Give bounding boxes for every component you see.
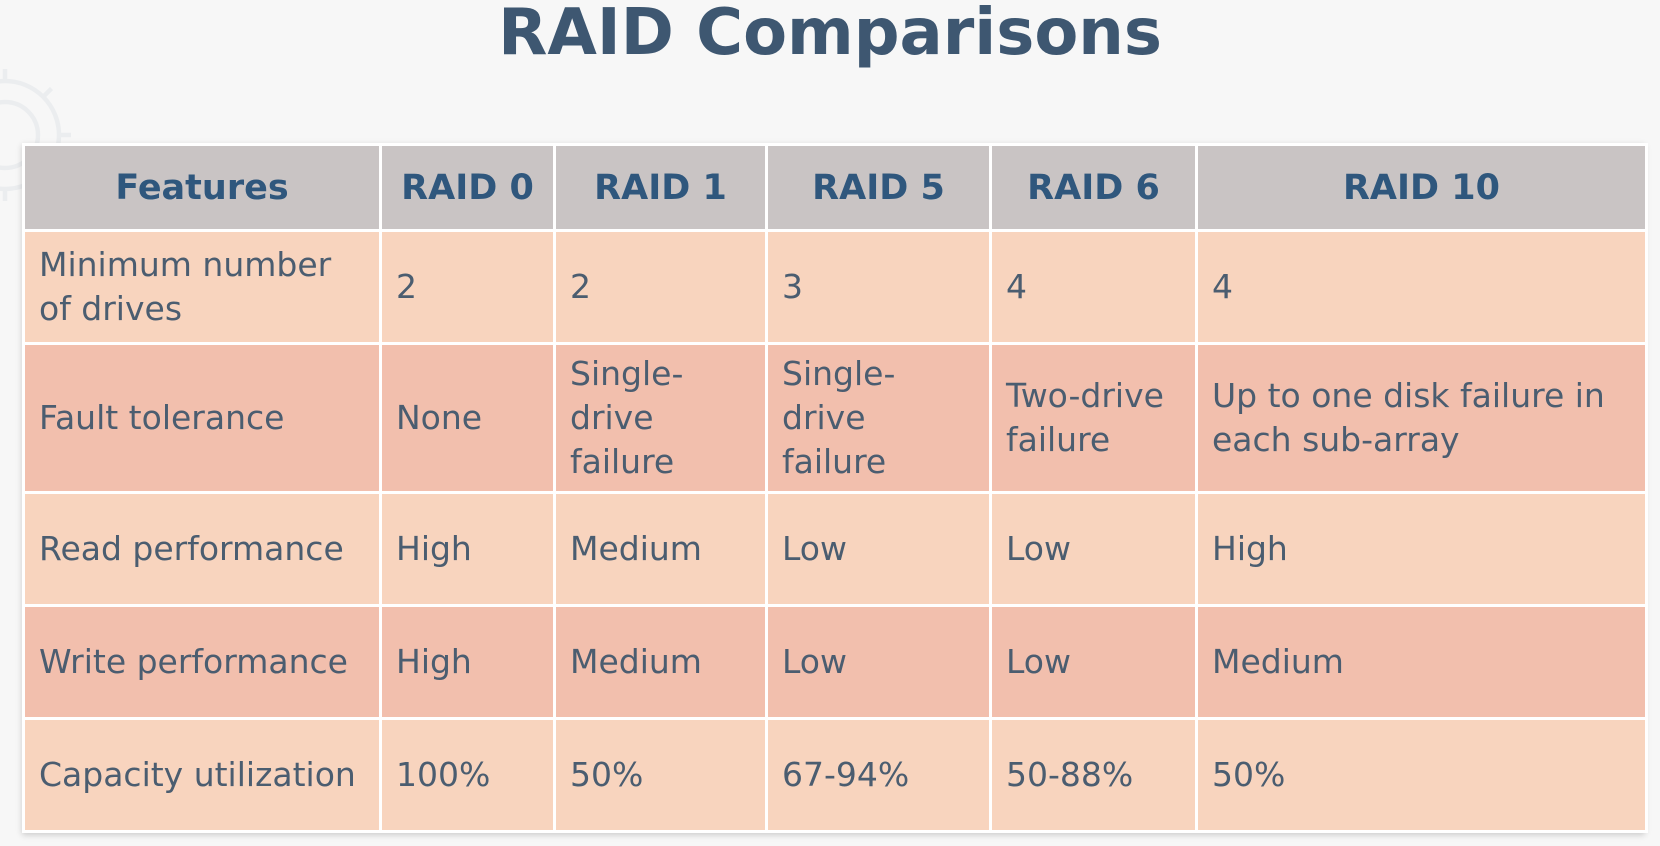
table-cell: 50% (1195, 716, 1648, 834)
table-cell: 67-94% (765, 716, 992, 834)
table-header-row: Features RAID 0 RAID 1 RAID 5 RAID 6 RAI… (22, 143, 1648, 232)
table-cell: 100% (379, 716, 556, 834)
table-cell: None (379, 342, 556, 494)
row-label: Capacity utilization (22, 716, 382, 834)
table-cell: Low (989, 603, 1198, 720)
table-cell: Low (765, 490, 992, 607)
row-label: Fault tolerance (22, 342, 382, 494)
table-cell: Medium (1195, 603, 1648, 720)
table-cell: High (379, 490, 556, 607)
table-cell: 50-88% (989, 716, 1198, 834)
row-label: Minimum number of drives (22, 228, 382, 346)
header-raid-10: RAID 10 (1195, 143, 1648, 232)
row-label: Read performance (22, 490, 382, 607)
row-label: Write performance (22, 603, 382, 720)
table-cell: Low (765, 603, 992, 720)
table-cell: Medium (553, 490, 768, 607)
header-raid-5: RAID 5 (765, 143, 992, 232)
header-raid-0: RAID 0 (379, 143, 556, 232)
table-row: Write performance High Medium Low Low Me… (22, 603, 1648, 720)
table-cell: 2 (553, 228, 768, 346)
raid-comparison-table-container: Features RAID 0 RAID 1 RAID 5 RAID 6 RAI… (22, 143, 1648, 834)
table-row: Fault tolerance None Single-drive failur… (22, 342, 1648, 494)
table-row: Capacity utilization 100% 50% 67-94% 50-… (22, 716, 1648, 834)
table-row: Read performance High Medium Low Low Hig… (22, 490, 1648, 607)
table-cell: Medium (553, 603, 768, 720)
table-cell: Up to one disk failure in each sub-array (1195, 342, 1648, 494)
table-cell: High (1195, 490, 1648, 607)
header-raid-1: RAID 1 (553, 143, 768, 232)
table-cell: 2 (379, 228, 556, 346)
header-features: Features (22, 143, 382, 232)
header-raid-6: RAID 6 (989, 143, 1198, 232)
table-cell: Single-drive failure (765, 342, 992, 494)
table-cell: Low (989, 490, 1198, 607)
raid-comparison-table: Features RAID 0 RAID 1 RAID 5 RAID 6 RAI… (22, 143, 1648, 834)
table-cell: 50% (553, 716, 768, 834)
table-cell: 3 (765, 228, 992, 346)
table-cell: Single-drive failure (553, 342, 768, 494)
table-cell: 4 (989, 228, 1198, 346)
table-cell: 4 (1195, 228, 1648, 346)
table-cell: Two-drive failure (989, 342, 1198, 494)
table-cell: High (379, 603, 556, 720)
table-row: Minimum number of drives 2 2 3 4 4 (22, 228, 1648, 346)
slide-title: RAID Comparisons (498, 0, 1162, 70)
